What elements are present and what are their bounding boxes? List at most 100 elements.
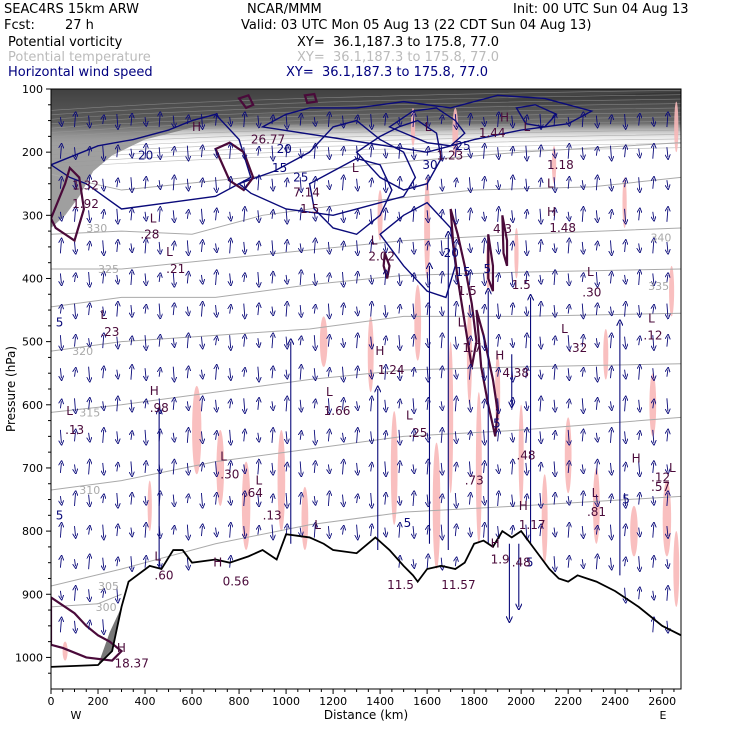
pv-value-label: 1.24 (378, 363, 405, 377)
wind-vector (145, 117, 146, 124)
wind-vector (216, 399, 217, 410)
low-marker: L (669, 461, 676, 475)
wind-vector (145, 307, 146, 314)
header-center: NCAR/MMM (247, 2, 322, 17)
wind-vector (159, 275, 160, 283)
wind-vector (300, 243, 301, 250)
wind-vector (314, 179, 315, 189)
x-tick-label: 2200 (554, 695, 582, 708)
wind-vector (441, 368, 442, 379)
wind-vector (131, 556, 132, 569)
upward-motion-shading (514, 227, 519, 279)
y-tick-label: 800 (22, 525, 43, 538)
wind-vector (103, 524, 104, 538)
wind-vector (75, 370, 76, 377)
wind-vector (413, 180, 414, 187)
wind-vector (498, 398, 499, 411)
x-tick-label: 1600 (413, 695, 441, 708)
high-marker: H (117, 641, 126, 655)
wind-vector (75, 337, 76, 347)
theta-contour (51, 227, 681, 270)
header-init: Init: 00 UTC Sun 04 Aug 13 (513, 2, 689, 17)
wind-vector (399, 368, 400, 378)
wind-vector (314, 240, 315, 254)
wind-vector (653, 307, 654, 314)
wind-vector (187, 240, 188, 253)
wind-vector (89, 622, 90, 630)
wind-vector (342, 461, 343, 475)
wind-vector (413, 559, 414, 566)
wind-vector (103, 430, 104, 443)
wind-vector (216, 367, 217, 380)
wind-vector (639, 495, 640, 505)
wind-vector (342, 243, 343, 251)
wind-vector (187, 273, 188, 284)
wind-vector (526, 212, 527, 219)
upward-motion-shading (62, 641, 68, 661)
x-tick-label: 1000 (272, 695, 300, 708)
wind-vector (610, 335, 611, 349)
wind-vector (596, 243, 597, 251)
wind-vector (568, 117, 569, 124)
wind-vector (427, 366, 428, 380)
wind-vector (201, 336, 202, 347)
wind-vector (639, 243, 640, 250)
upward-motion-shading (603, 329, 609, 380)
wind-vector (667, 180, 668, 187)
low-marker: L (100, 308, 107, 322)
wind-vector (639, 148, 640, 156)
wind-vector (455, 492, 456, 506)
pv-value-label: 1.23 (437, 148, 464, 162)
high-marker: H (375, 344, 384, 358)
wind-vector (371, 242, 372, 252)
upward-motion-shading (192, 385, 202, 475)
wind-vector (216, 272, 217, 286)
wind-vector (314, 368, 315, 378)
wind-vector (201, 492, 202, 506)
wind-vector (230, 463, 231, 473)
pv-value-label: .32 (568, 341, 587, 355)
wind-vector (187, 496, 188, 504)
upward-motion-shading (649, 373, 657, 437)
wind-vector (258, 432, 259, 440)
wind-vector (173, 271, 174, 285)
wind-speed-label: 15 (455, 265, 470, 279)
wind-vector (159, 147, 160, 157)
wind-vector (582, 431, 583, 442)
wind-vector (230, 179, 231, 189)
wind-vector (385, 210, 386, 221)
pv-isoline (51, 116, 681, 138)
wind-vector (568, 463, 569, 473)
wind-vector (625, 180, 626, 188)
low-marker: L (648, 311, 655, 325)
header-fcst-label: Fcst: (4, 18, 35, 33)
wind-vector (173, 338, 174, 345)
wind-vector (625, 147, 626, 158)
y-tick-label: 200 (22, 146, 43, 159)
wind-vector (357, 273, 358, 284)
wind-vector (230, 335, 231, 348)
wind-vector (131, 210, 132, 221)
wind-vector (230, 429, 231, 443)
wind-vector (201, 369, 202, 377)
wind-vector (441, 430, 442, 443)
wind-vector (455, 431, 456, 441)
theta-contour (51, 142, 681, 191)
wind-vector (286, 398, 287, 412)
wind-vector (328, 398, 329, 411)
pv-contour (475, 309, 499, 437)
wind-vector (639, 527, 640, 535)
wind-vector (201, 180, 202, 188)
wind-vector (540, 304, 541, 317)
y-tick-label: 300 (22, 209, 43, 222)
wind-vector (244, 526, 245, 536)
wind-vector (526, 117, 527, 125)
upward-motion-shading (622, 177, 627, 228)
wind-vector (441, 145, 442, 159)
wind-vector (399, 558, 400, 568)
wind-vector (498, 303, 499, 317)
wind-vector (484, 211, 485, 219)
wind-vector (89, 210, 90, 220)
wind-vector (357, 524, 358, 538)
wind-vector (328, 526, 329, 536)
